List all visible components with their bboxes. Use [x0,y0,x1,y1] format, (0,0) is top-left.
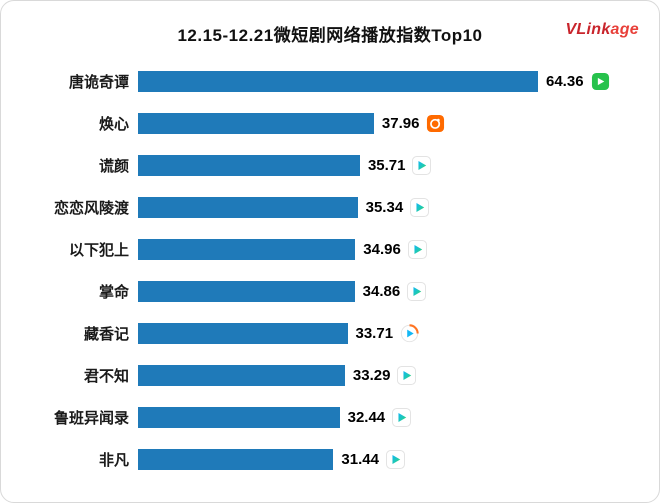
bar-row: 藏香记 33.71 [17,312,643,354]
drama-title: 鲁班异闻录 [53,409,129,427]
iqiyi-icon [591,72,610,91]
bar-value: 31.44 [341,450,379,468]
drama-title: 非凡 [98,451,129,469]
bar-track: 33.29 [138,364,643,386]
chart-title: 12.15-12.21微短剧网络播放指数Top10 [177,26,483,45]
logo-text-part2: age [610,21,639,38]
bar-row: 谎颜 35.71 [17,144,643,186]
bar [138,196,358,218]
tencent-icon [410,197,430,217]
play-circle-icon [400,323,419,343]
bar [138,280,355,302]
drama-title: 唐诡奇谭 [68,73,129,91]
bar-value: 35.34 [365,198,404,216]
bar-row: 恋恋风陵渡 35.34 [17,186,643,228]
bar [138,448,334,470]
logo-text-part1: VLink [565,21,611,38]
drama-title: 君不知 [83,367,129,385]
bar-value: 33.71 [355,324,394,342]
bar-row: 唐诡奇谭 64.36 [17,60,643,102]
bar-value: 35.71 [367,156,406,174]
tencent-icon [407,239,427,259]
bar-chart: 唐诡奇谭 64.36 焕心 37.96 谎颜 35.71 [1,60,659,480]
bar-row: 掌命 34.86 [17,270,643,312]
bar-value: 37.96 [381,114,420,132]
bar-row: 君不知 33.29 [17,354,643,396]
tencent-icon [392,407,412,427]
bar-track: 64.36 [138,70,643,92]
bar-value: 34.96 [363,240,401,258]
bar-row: 非凡 31.44 [17,438,643,480]
bar-value: 32.44 [347,408,386,426]
bar-row: 以下犯上 34.96 [17,228,643,270]
bar-track: 34.86 [138,280,643,302]
drama-title: 藏香记 [83,325,129,343]
bar-row: 鲁班异闻录 32.44 [17,396,643,438]
drama-title: 恋恋风陵渡 [53,199,129,217]
drama-title: 谎颜 [98,157,129,175]
bar [138,70,538,92]
bar [138,112,374,134]
bar-track: 31.44 [138,448,643,470]
bar [138,364,345,386]
bar [138,406,340,428]
bar-value: 34.86 [362,282,401,300]
bar-track: 37.96 [138,112,643,134]
bar-value: 64.36 [546,72,584,90]
bar-value: 33.29 [352,366,391,384]
bar-track: 35.71 [138,154,643,176]
mango-icon [426,114,445,133]
drama-title: 以下犯上 [68,241,129,259]
bar [138,322,348,344]
bar [138,238,356,260]
drama-title: 掌命 [98,283,129,301]
bar-track: 33.71 [138,322,643,344]
tencent-icon [412,155,432,175]
tencent-icon [407,281,427,301]
vlinkage-logo: VLinkage [565,21,639,39]
tencent-icon [397,365,417,385]
bar-track: 35.34 [138,196,643,218]
bar-row: 焕心 37.96 [17,102,643,144]
bar-track: 32.44 [138,406,643,428]
tencent-icon [385,449,405,469]
bar [138,154,360,176]
drama-title: 焕心 [98,115,129,133]
bar-track: 34.96 [138,238,643,260]
